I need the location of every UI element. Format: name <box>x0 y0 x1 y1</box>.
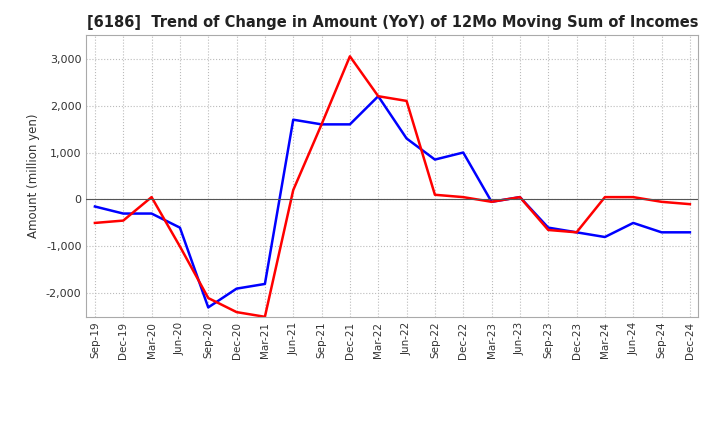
Ordinary Income <box>629 220 637 226</box>
Net Income <box>600 194 609 200</box>
Net Income <box>516 194 524 200</box>
Net Income <box>119 218 127 223</box>
Net Income <box>148 194 156 200</box>
Ordinary Income <box>487 199 496 205</box>
Ordinary Income <box>148 211 156 216</box>
Ordinary Income <box>374 94 382 99</box>
Ordinary Income <box>204 305 212 310</box>
Net Income <box>685 202 694 207</box>
Net Income <box>233 309 241 315</box>
Net Income <box>346 54 354 59</box>
Ordinary Income <box>289 117 297 122</box>
Ordinary Income <box>402 136 411 141</box>
Ordinary Income <box>657 230 666 235</box>
Title: [6186]  Trend of Change in Amount (YoY) of 12Mo Moving Sum of Incomes: [6186] Trend of Change in Amount (YoY) o… <box>86 15 698 30</box>
Ordinary Income <box>516 194 524 200</box>
Ordinary Income <box>176 225 184 230</box>
Net Income <box>374 94 382 99</box>
Net Income <box>629 194 637 200</box>
Ordinary Income <box>119 211 127 216</box>
Ordinary Income <box>91 204 99 209</box>
Ordinary Income <box>233 286 241 291</box>
Net Income <box>487 199 496 205</box>
Net Income <box>176 244 184 249</box>
Ordinary Income <box>459 150 467 155</box>
Line: Net Income: Net Income <box>95 56 690 317</box>
Net Income <box>431 192 439 198</box>
Ordinary Income <box>544 225 552 230</box>
Ordinary Income <box>685 230 694 235</box>
Ordinary Income <box>431 157 439 162</box>
Y-axis label: Amount (million yen): Amount (million yen) <box>27 114 40 238</box>
Net Income <box>459 194 467 200</box>
Net Income <box>261 314 269 319</box>
Net Income <box>91 220 99 226</box>
Net Income <box>318 122 326 127</box>
Ordinary Income <box>318 122 326 127</box>
Ordinary Income <box>261 281 269 286</box>
Net Income <box>204 295 212 301</box>
Net Income <box>657 199 666 205</box>
Ordinary Income <box>572 230 581 235</box>
Line: Ordinary Income: Ordinary Income <box>95 96 690 308</box>
Net Income <box>289 187 297 193</box>
Ordinary Income <box>346 122 354 127</box>
Net Income <box>572 230 581 235</box>
Net Income <box>544 227 552 233</box>
Net Income <box>402 98 411 103</box>
Ordinary Income <box>600 235 609 240</box>
